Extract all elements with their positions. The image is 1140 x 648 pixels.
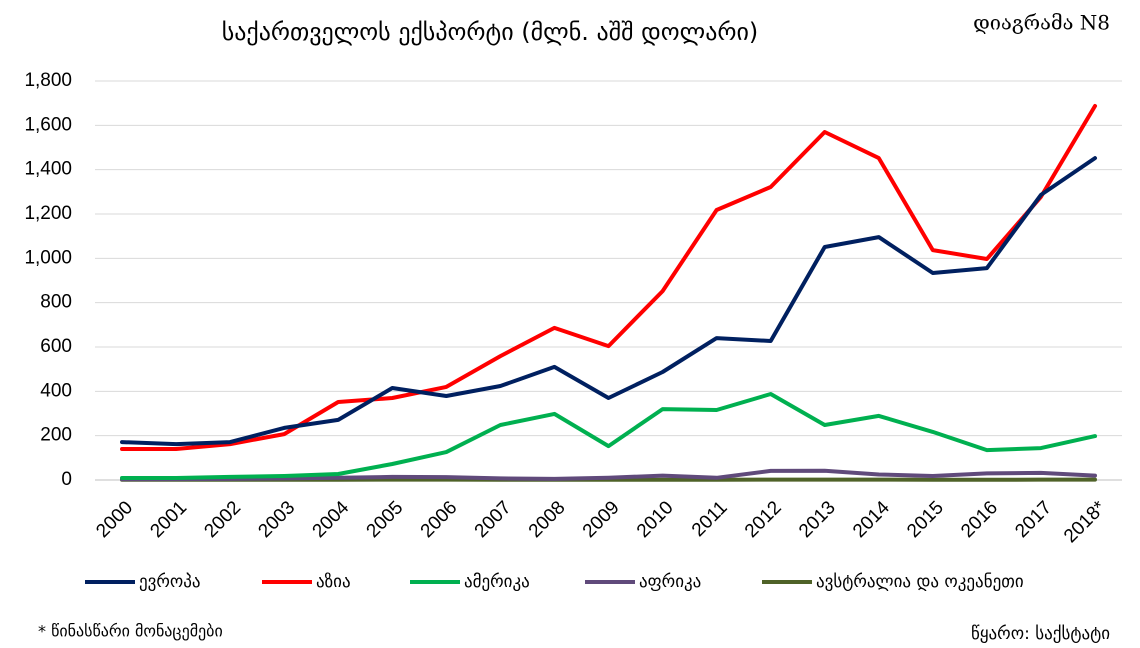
series-line: [120, 392, 1097, 480]
x-tick-label: 2011: [688, 497, 732, 541]
legend-label: ამერიკა: [464, 572, 530, 592]
x-tick-label: 2018*: [1060, 497, 1110, 547]
x-tick-label: 2000: [92, 497, 137, 542]
x-tick-label: 2001: [146, 497, 191, 542]
x-tick-label: 2016: [957, 497, 1002, 542]
x-tick-label: 2009: [579, 497, 624, 542]
x-tick-label: 2017: [1011, 497, 1056, 542]
series-line: [120, 468, 1097, 482]
y-tick-label: 800: [40, 292, 72, 313]
legend-label: ავსტრალია და ოკეანეთი: [816, 572, 1024, 592]
x-tick-label: 2008: [525, 497, 570, 542]
y-tick-label: 1,400: [24, 159, 72, 180]
y-tick-label: 1,000: [24, 247, 72, 268]
source: წყარო: საქსტატი: [971, 624, 1110, 644]
x-tick-label: 2004: [309, 497, 354, 542]
legend-label: ევროპა: [139, 572, 201, 592]
x-tick-label: 2014: [849, 497, 894, 542]
y-tick-label: 1,600: [24, 114, 72, 135]
chart-title: საქართველოს ექსპორტი (მლნ. აშშ დოლარი): [222, 18, 759, 46]
x-tick-label: 2012: [741, 497, 786, 542]
x-tick-label: 2007: [471, 497, 516, 542]
x-tick-label: 2005: [363, 497, 408, 542]
x-tick-label: 2006: [417, 497, 462, 542]
x-tick-label: 2010: [633, 497, 678, 542]
footnote: * წინასწარი მონაცემები: [38, 622, 223, 641]
series-line: [120, 156, 1097, 447]
x-tick-label: 2003: [255, 497, 300, 542]
x-tick-label: 2013: [795, 497, 840, 542]
y-tick-label: 1,200: [24, 203, 72, 224]
y-tick-label: 1,800: [24, 70, 72, 91]
x-tick-label: 2002: [200, 497, 245, 542]
y-tick-label: 600: [40, 336, 72, 357]
chart-label: დიაგრამა N8: [973, 11, 1110, 35]
y-tick-label: 400: [40, 380, 72, 401]
legend-label: აფრიკა: [639, 572, 701, 592]
series-line: [120, 104, 1097, 451]
y-tick-label: 0: [61, 469, 72, 490]
y-tick-label: 200: [40, 425, 72, 446]
x-tick-label: 2015: [903, 497, 948, 542]
legend-label: აზია: [316, 572, 351, 592]
